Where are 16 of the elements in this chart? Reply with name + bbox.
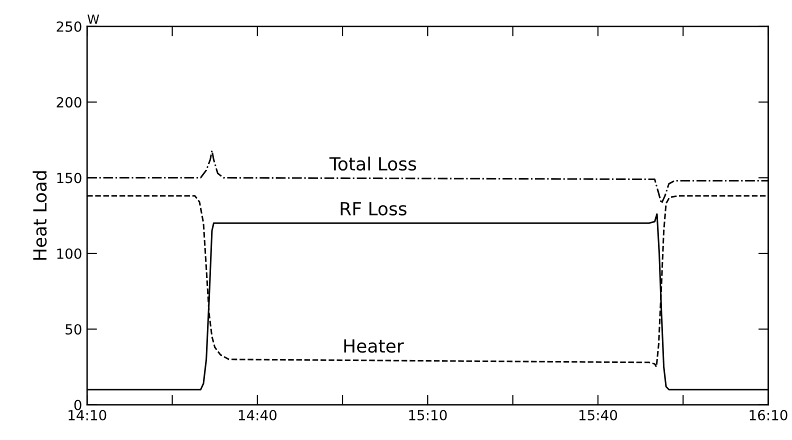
y-tick-label: 150 — [57, 172, 82, 184]
y-tick-label: 250 — [56, 21, 82, 32]
y-tick-label: 200 — [56, 97, 82, 108]
x-tick-label: 14:40 — [238, 410, 276, 420]
x-tick-label: 14:10 — [68, 410, 106, 420]
y-tick-label: 50 — [66, 324, 82, 335]
series-label: Total Loss — [329, 156, 416, 171]
y-tick-label: 100 — [57, 248, 82, 259]
y-tick-label: 0 — [74, 400, 82, 410]
x-tick-label: 16:10 — [750, 410, 788, 420]
series-label: Heater — [344, 339, 404, 353]
text: W — [88, 14, 100, 24]
x-tick-label: 15:10 — [409, 410, 447, 420]
series-label: RF Loss — [340, 202, 406, 216]
y-axis-title: Heat Load — [32, 171, 47, 260]
x-tick-label: 15:40 — [579, 410, 618, 420]
